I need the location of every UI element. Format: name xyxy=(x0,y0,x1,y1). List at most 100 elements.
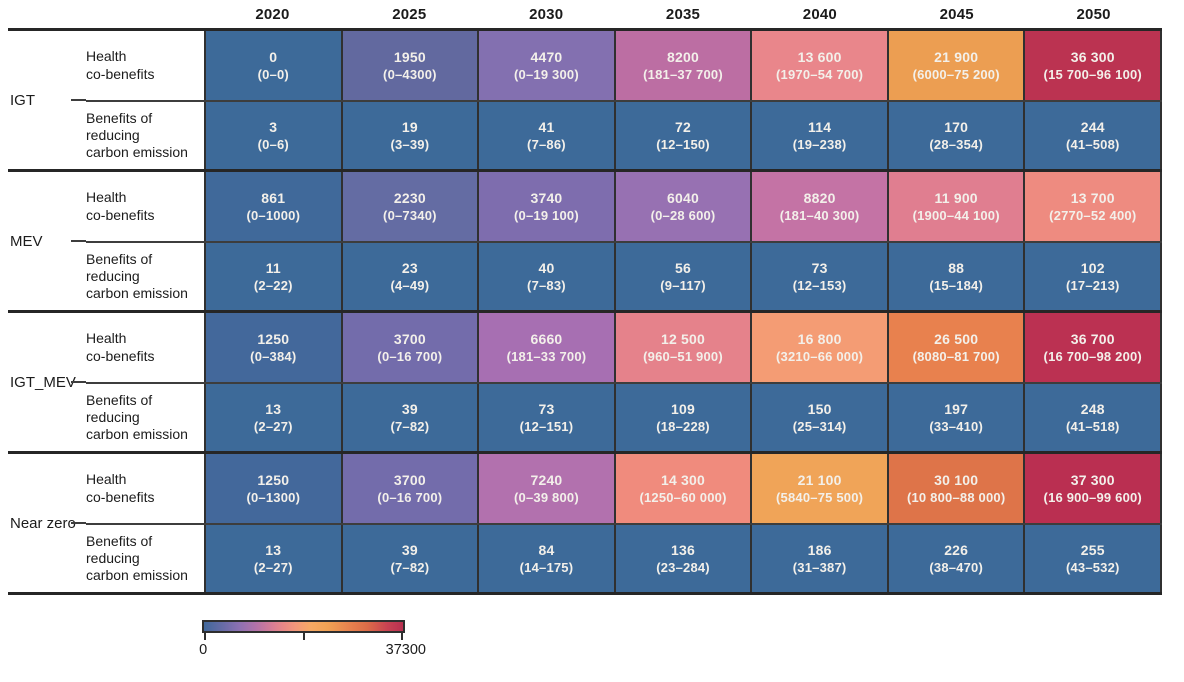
cell-range: (5840–75 500) xyxy=(776,490,864,505)
cell-value: 40 xyxy=(538,260,555,276)
cell-value: 3740 xyxy=(530,190,563,206)
cell-range: (28–354) xyxy=(929,137,983,152)
heatmap-cell-igt-2050: 244 (41–508) xyxy=(1023,102,1163,169)
scenario-label-igt: IGT xyxy=(8,31,86,169)
cell-value: 1250 xyxy=(257,472,290,488)
cell-value: 13 700 xyxy=(1070,190,1115,206)
cell-range: (2–22) xyxy=(253,278,293,293)
cell-range: (7–83) xyxy=(527,278,566,293)
heatmap-cell-igt-2030: 41 (7–86) xyxy=(477,102,614,169)
cell-range: (0–39 800) xyxy=(514,490,579,505)
cell-range: (10 800–88 000) xyxy=(906,490,1006,505)
table-row: Benefits of reducing carbon emission 13 (2… xyxy=(86,523,1163,592)
cell-value: 3 xyxy=(269,119,278,135)
cell-value: 226 xyxy=(944,542,969,558)
heatmap-cell-near-zero-2050: 37 300 (16 900–99 600) xyxy=(1023,454,1163,523)
cell-range: (960–51 900) xyxy=(643,349,723,364)
cell-value: 11 xyxy=(265,260,281,276)
cell-range: (0–28 600) xyxy=(650,208,716,223)
cell-value: 30 100 xyxy=(934,472,979,488)
cell-value: 8200 xyxy=(667,49,699,65)
cell-value: 244 xyxy=(1080,119,1105,135)
heatmap-cell-igt-mev-2040: 16 800 (3210–66 000) xyxy=(750,313,887,382)
scenario-rows-igt-mev: Health co-benefits 1250 (0–384) 3700 (0–16 7… xyxy=(86,313,1163,451)
heatmap-cell-mev-2045: 11 900 (1900–44 100) xyxy=(886,172,1024,241)
scenario-label-mev: MEV xyxy=(8,172,86,310)
heatmap-table: IGT Health co-benefits 0 (0–0) 1950 (0–4300) 4… xyxy=(8,28,1163,595)
heatmap-cell-mev-2040: 8820 (181–40 300) xyxy=(750,172,887,241)
table-row: Health co-benefits 1250 (0–1300) 3700 (0–16 … xyxy=(86,454,1163,523)
scenario-label-igt-mev: IGT_MEV xyxy=(8,313,86,451)
cell-value: 170 xyxy=(944,119,969,135)
cell-range: (8080–81 700) xyxy=(912,349,1000,364)
heatmap-cell-igt-2050: 36 300 (15 700–96 100) xyxy=(1023,31,1163,100)
row-cells: 0 (0–0) 1950 (0–4300) 4470 (0–19 300) 8200 (181… xyxy=(204,31,1163,100)
cell-range: (41–518) xyxy=(1065,419,1120,434)
heatmap-cell-mev-2040: 73 (12–153) xyxy=(750,243,887,310)
row-cells: 13 (2–27) 39 (7–82) 73 (12–151) 109 (18–228) 150… xyxy=(204,384,1163,451)
cell-value: 14 300 xyxy=(661,472,706,488)
heatmap-cell-igt-2020: 3 (0–6) xyxy=(204,102,341,169)
row-label: Benefits of reducing carbon emission xyxy=(86,384,204,451)
heatmap-cell-igt-mev-2040: 150 (25–314) xyxy=(750,384,887,451)
row-cells: 3 (0–6) 19 (3–39) 41 (7–86) 72 (12–150) 114 (19–2… xyxy=(204,102,1163,169)
cell-range: (0–1300) xyxy=(246,490,301,505)
heatmap-cell-igt-2040: 114 (19–238) xyxy=(750,102,887,169)
heatmap-cell-near-zero-2045: 226 (38–470) xyxy=(886,525,1024,592)
heatmap-cell-near-zero-2020: 13 (2–27) xyxy=(204,525,341,592)
cell-range: (0–19 300) xyxy=(514,67,579,82)
table-row: Benefits of reducing carbon emission 11 (2… xyxy=(86,241,1163,310)
heatmap-cell-mev-2035: 6040 (0–28 600) xyxy=(613,172,751,241)
table-row: Health co-benefits 0 (0–0) 1950 (0–4300) 4470… xyxy=(86,31,1163,100)
heatmap-cell-igt-mev-2025: 39 (7–82) xyxy=(340,384,478,451)
cell-range: (15 700–96 100) xyxy=(1043,67,1142,82)
table-row: Benefits of reducing carbon emission 13 (2… xyxy=(86,382,1163,451)
year-header-row: 2020 2025 2030 2035 2040 2045 2050 xyxy=(8,0,1162,28)
heatmap-cell-mev-2025: 2230 (0–7340) xyxy=(340,172,478,241)
heatmap-cell-igt-mev-2030: 6660 (181–33 700) xyxy=(477,313,614,382)
cell-value: 255 xyxy=(1080,542,1105,558)
cell-range: (181–37 700) xyxy=(643,67,723,82)
scenario-rows-igt: Health co-benefits 0 (0–0) 1950 (0–4300) 4470… xyxy=(86,31,1163,169)
scenario-group-mev: MEV Health co-benefits 861 (0–1000) 2230 (0–7… xyxy=(8,169,1163,310)
row-label: Benefits of reducing carbon emission xyxy=(86,243,204,310)
cell-range: (12–151) xyxy=(519,419,574,434)
year-header-2035: 2035 xyxy=(665,5,701,23)
scenario-label-near-zero: Near zero xyxy=(8,454,86,592)
heatmap-cell-near-zero-2035: 14 300 (1250–60 000) xyxy=(613,454,751,523)
heatmap-cell-near-zero-2030: 84 (14–175) xyxy=(477,525,614,592)
year-header-2025: 2025 xyxy=(392,5,427,23)
cell-value: 6660 xyxy=(530,331,563,347)
cell-value: 114 xyxy=(808,119,832,135)
row-cells: 1250 (0–384) 3700 (0–16 700) 6660 (181–33 700… xyxy=(204,313,1163,382)
cell-range: (181–40 300) xyxy=(779,208,860,223)
heatmap-cell-near-zero-2020: 1250 (0–1300) xyxy=(204,454,341,523)
heatmap-cell-mev-2050: 13 700 (2770–52 400) xyxy=(1023,172,1163,241)
cell-range: (2–27) xyxy=(253,419,293,434)
heatmap-cell-igt-2025: 19 (3–39) xyxy=(340,102,478,169)
cell-range: (41–508) xyxy=(1065,137,1120,152)
cell-value: 1250 xyxy=(257,331,290,347)
heatmap-cell-igt-mev-2045: 197 (33–410) xyxy=(886,384,1024,451)
table-row: Benefits of reducing carbon emission 3 (0–… xyxy=(86,100,1163,169)
cell-range: (12–150) xyxy=(656,137,710,152)
cell-value: 150 xyxy=(807,401,832,417)
cell-range: (7–86) xyxy=(527,137,566,152)
scenario-group-igt-mev: IGT_MEV Health co-benefits 1250 (0–384) 3700… xyxy=(8,310,1163,451)
scenario-group-igt: IGT Health co-benefits 0 (0–0) 1950 (0–4300) 4… xyxy=(8,28,1163,169)
cell-value: 3700 xyxy=(393,331,426,347)
cell-value: 13 600 xyxy=(797,49,842,65)
heatmap-cell-igt-mev-2045: 26 500 (8080–81 700) xyxy=(886,313,1024,382)
heatmap-cell-near-zero-2025: 3700 (0–16 700) xyxy=(340,454,478,523)
year-header-2030: 2030 xyxy=(529,5,564,23)
row-cells: 11 (2–22) 23 (4–49) 40 (7–83) 56 (9–117) 73 (12–1… xyxy=(204,243,1163,310)
heatmap-cell-igt-mev-2030: 73 (12–151) xyxy=(477,384,614,451)
cell-value: 21 900 xyxy=(934,49,979,65)
row-label: Health co-benefits xyxy=(86,454,204,523)
heatmap-cell-igt-mev-2035: 109 (18–228) xyxy=(613,384,751,451)
year-header-2045: 2045 xyxy=(939,5,974,23)
cell-value: 16 800 xyxy=(797,331,842,347)
scenario-rows-near-zero: Health co-benefits 1250 (0–1300) 3700 (0–16 … xyxy=(86,454,1163,592)
cell-value: 109 xyxy=(671,401,695,417)
cell-value: 0 xyxy=(269,49,278,65)
